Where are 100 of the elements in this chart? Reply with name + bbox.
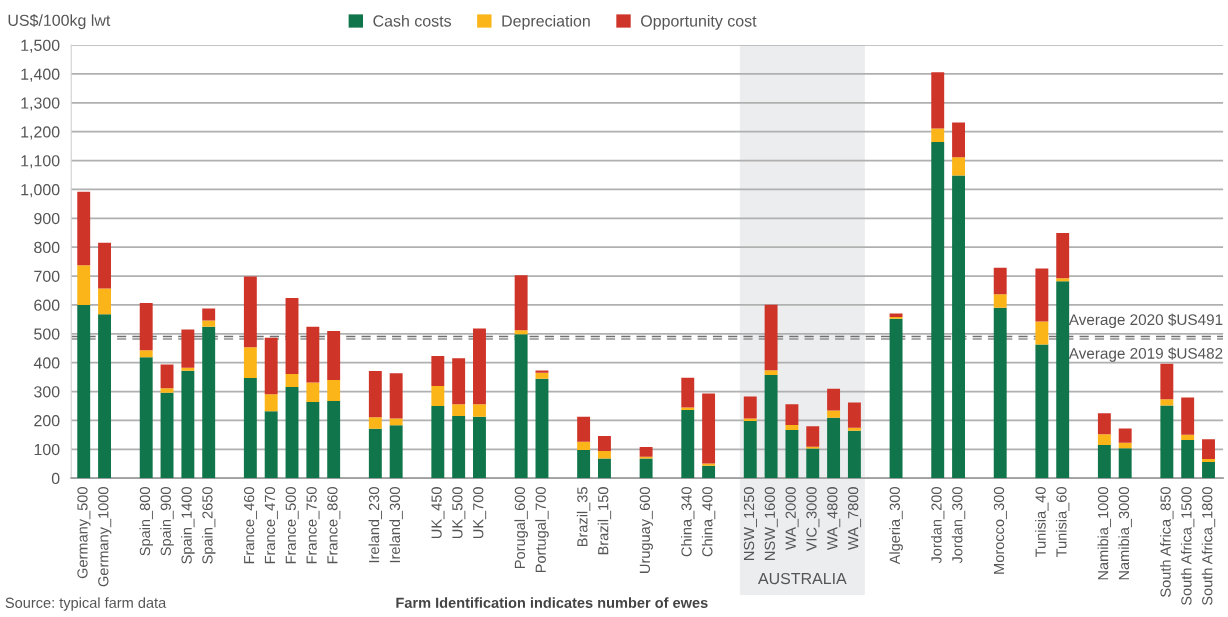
bar	[535, 370, 549, 373]
bar	[577, 449, 591, 479]
y-tick-label: 600	[34, 299, 60, 311]
bar	[160, 392, 174, 479]
bar	[1160, 405, 1174, 479]
x-tick-label: China_340	[680, 487, 695, 557]
legend-label: Cash costs	[373, 14, 452, 27]
bar	[806, 426, 820, 447]
bar	[1035, 268, 1049, 322]
bar	[431, 386, 445, 406]
bar	[535, 378, 549, 479]
bar	[77, 304, 91, 479]
bar	[764, 304, 778, 371]
bar	[847, 427, 861, 431]
bar	[681, 410, 695, 479]
x-tick-label: South Africa_850	[1160, 487, 1174, 597]
bar	[827, 410, 841, 418]
bar	[806, 448, 820, 479]
bar	[389, 373, 403, 419]
x-tick-label: South Africa_1500	[1180, 487, 1195, 606]
bar	[160, 364, 174, 389]
bar	[764, 375, 778, 479]
y-tick-label: 700	[34, 270, 60, 282]
bar	[368, 371, 382, 418]
bar	[285, 373, 299, 387]
x-tick-label: Brazil_35	[576, 487, 591, 547]
x-tick-label: France_470	[264, 487, 278, 564]
bar	[931, 142, 945, 479]
y-tick-label: 300	[34, 386, 60, 398]
bar	[1056, 233, 1070, 279]
bar	[764, 370, 778, 376]
bar	[264, 394, 278, 412]
y-tick-label: 1,200	[21, 126, 60, 140]
x-tick-label: Algeria_300	[889, 487, 903, 565]
y-tick-label: 0	[51, 472, 60, 485]
x-tick-label: UK_700	[473, 487, 487, 539]
bar	[993, 267, 1007, 295]
bar	[785, 429, 799, 479]
bar	[139, 350, 153, 358]
bar	[681, 407, 695, 411]
bar	[785, 425, 799, 430]
bar	[847, 430, 861, 479]
x-tick-label: Spain_2650	[201, 487, 216, 564]
bar	[1202, 459, 1215, 462]
bar	[514, 334, 528, 479]
x-tick-label: Porugal_600	[514, 487, 528, 569]
bar	[889, 318, 903, 479]
bar	[160, 388, 174, 393]
x-tick-label: Namibia_1000	[1097, 487, 1112, 580]
bar	[827, 388, 841, 411]
bar	[452, 416, 466, 479]
y-tick-label: 200	[34, 415, 60, 427]
x-tick-label: France_500	[285, 487, 299, 564]
bar	[702, 393, 716, 464]
y-tick-label: 400	[33, 357, 60, 369]
bar	[1181, 434, 1195, 441]
bar	[139, 302, 153, 351]
bar	[306, 326, 320, 383]
bar	[827, 417, 841, 479]
x-tick-label: France_750	[306, 487, 320, 564]
bar	[639, 458, 653, 479]
bar	[202, 308, 216, 321]
y-tick-label: 1,500	[21, 39, 60, 53]
bar	[1181, 440, 1195, 479]
x-tick-label: Portugal_700	[535, 487, 549, 573]
bar	[431, 405, 445, 479]
x-tick-label: Ireland_300	[389, 487, 403, 563]
x-tick-label: Uruguay_600	[639, 487, 653, 573]
bar	[993, 294, 1007, 308]
x-tick-label: Germany_1000	[98, 487, 112, 587]
x-tick-label: South Africa_1800	[1201, 487, 1216, 606]
x-tick-label: Jordan_300	[951, 487, 966, 564]
bar	[1035, 321, 1049, 345]
bar	[785, 404, 799, 426]
bar	[264, 411, 278, 479]
bar	[452, 358, 466, 405]
x-tick-label: Tunisia_40	[1035, 487, 1049, 557]
bar	[952, 157, 966, 176]
bar	[1202, 439, 1215, 460]
bar	[389, 418, 403, 426]
source-note: Source: typical farm data	[5, 597, 167, 611]
bar	[327, 380, 341, 402]
bar	[1118, 442, 1132, 449]
bar	[535, 372, 549, 379]
bar	[639, 446, 653, 457]
bar	[577, 441, 591, 450]
band-label: AUSTRALIA	[757, 572, 847, 585]
bar	[514, 330, 528, 335]
x-tick-label: WA_4800	[827, 487, 841, 550]
x-tick-label: VIC_3000	[806, 487, 820, 552]
bar	[598, 458, 611, 479]
legend-label: Opportunity cost	[641, 14, 757, 30]
bar	[1181, 397, 1195, 435]
bar	[1118, 428, 1132, 443]
bar	[77, 191, 91, 266]
bar	[285, 297, 299, 374]
x-tick-label: WA_2000	[785, 487, 799, 550]
bar	[1097, 444, 1111, 479]
bar	[1035, 344, 1049, 479]
bar	[473, 328, 486, 405]
